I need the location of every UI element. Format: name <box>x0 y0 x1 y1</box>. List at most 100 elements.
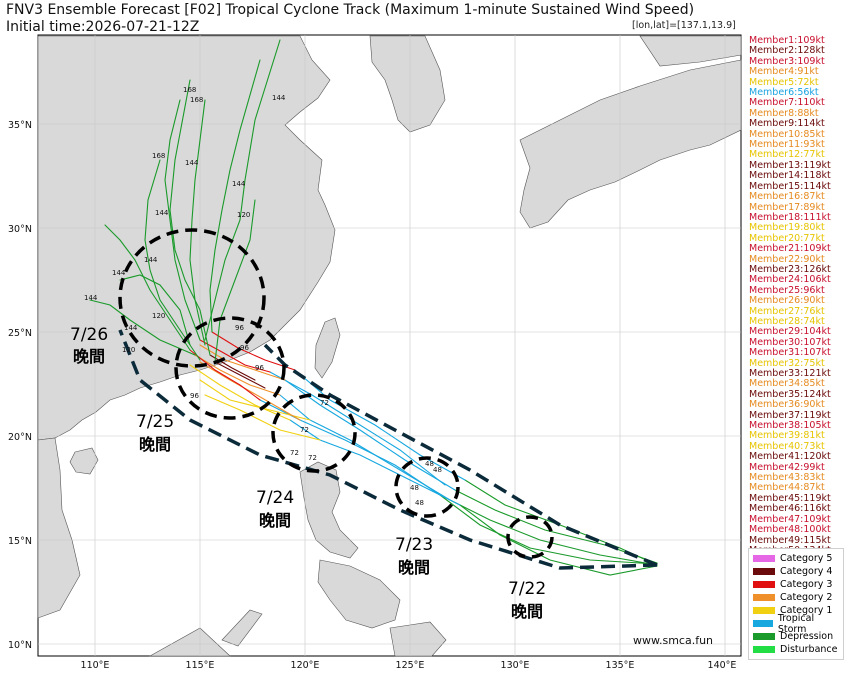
lat-axis: 35°N 30°N 25°N 20°N 15°N 10°N <box>8 120 32 651</box>
wind-label: 72 <box>308 454 317 462</box>
legend-label: Category 3 <box>780 579 833 590</box>
member-entry: Member13:119kt <box>749 159 831 171</box>
circle-7-24 <box>271 393 357 473</box>
lat-tick: 10°N <box>8 640 32 651</box>
wind-label: 144 <box>155 209 169 217</box>
wind-label: 144 <box>272 94 286 102</box>
hainan-island <box>69 447 99 475</box>
wind-speed-labels: 168 168 144 168 144 144 144 144 144 120 … <box>84 86 442 507</box>
taiwan-island <box>314 317 341 379</box>
wind-label: 48 <box>410 484 419 492</box>
member-entry: Member41:120kt <box>749 451 831 463</box>
circle-7-23 <box>394 456 460 518</box>
night-label-7-23: 晚間 <box>398 558 430 577</box>
member-entry: Member30:107kt <box>749 336 831 348</box>
member-entry: Member33:121kt <box>749 368 831 379</box>
member-entry: Member8:88kt <box>749 107 819 119</box>
lon-tick: 130°E <box>501 660 530 671</box>
legend-label: Category 1 <box>780 605 833 616</box>
wind-label: 72 <box>300 426 309 434</box>
lat-tick: 30°N <box>8 224 32 235</box>
legend-item: Tropical Storm <box>753 613 839 635</box>
wind-label: 96 <box>240 344 249 352</box>
night-label-7-22: 晚間 <box>511 602 543 621</box>
wind-label: 144 <box>185 159 199 167</box>
member-entry: Member27:76kt <box>749 305 825 317</box>
member-entry: Member21:109kt <box>749 243 831 255</box>
wind-label: 168 <box>190 96 203 104</box>
member-entry: Member7:110kt <box>749 97 825 109</box>
member-entry: Member49:115kt <box>749 534 831 546</box>
member-entry: Member40:73kt <box>749 440 825 452</box>
legend-swatch <box>753 620 773 627</box>
wind-label: 144 <box>232 180 246 188</box>
wind-label: 96 <box>255 364 264 372</box>
watermark: www.smca.fun <box>633 634 713 647</box>
circle-7-22 <box>506 515 554 559</box>
lon-tick: 125°E <box>396 660 425 671</box>
member-entry: Member28:74kt <box>749 315 825 327</box>
track-map: 168 168 144 168 144 144 144 144 144 120 … <box>8 34 742 671</box>
legend-label: Disturbance <box>780 644 838 655</box>
japan-north <box>639 35 742 67</box>
member-entry: Member38:105kt <box>749 420 831 432</box>
lon-axis: 110°E 115°E 120°E 125°E 130°E 135°E 140°… <box>81 660 737 671</box>
member-entry: Member2:128kt <box>749 45 825 57</box>
member-entry: Member39:81kt <box>749 430 825 442</box>
legend-item: Category 5 <box>753 552 839 565</box>
wind-label: 168 <box>183 86 196 94</box>
lat-tick: 20°N <box>8 432 32 443</box>
wind-label: 96 <box>190 392 199 400</box>
legend-swatch <box>753 633 775 640</box>
lat-tick: 15°N <box>8 536 32 547</box>
wind-label: 144 <box>124 324 138 332</box>
wind-label: 168 <box>152 152 165 160</box>
member-entry: Member32:75kt <box>749 357 825 369</box>
member-entry: Member4:91kt <box>749 66 819 78</box>
date-label-7-25: 7/25 <box>136 412 174 432</box>
legend-label: Category 2 <box>780 592 833 603</box>
wind-label: 48 <box>425 460 434 468</box>
lon-tick: 140°E <box>708 660 737 671</box>
wind-label: 72 <box>320 399 329 407</box>
member-entry: Member22:90kt <box>749 253 825 265</box>
member-entry: Member48:100kt <box>749 524 831 536</box>
member-entry: Member29:104kt <box>749 326 831 338</box>
lat-tick: 25°N <box>8 328 32 339</box>
legend-label: Tropical Storm <box>777 612 815 635</box>
lonlat-readout: [lon,lat]=[137.1,13.9] <box>632 20 736 31</box>
wind-label: 120 <box>237 211 250 219</box>
category3-segment <box>189 331 296 401</box>
lon-tick: 120°E <box>291 660 320 671</box>
member-entry: Member19:80kt <box>749 222 825 234</box>
member-entry: Member43:83kt <box>749 472 825 484</box>
title-line-2: Initial time:2026-07-21-12Z <box>6 19 200 35</box>
member-entry: Member44:87kt <box>749 482 825 494</box>
legend-item: Disturbance <box>753 643 839 656</box>
date-label-7-26: 7/26 <box>70 325 108 345</box>
wind-label: 120 <box>122 346 135 354</box>
member-entry: Member20:77kt <box>749 232 825 244</box>
night-label-7-25: 晚間 <box>139 435 171 454</box>
cone-lower-edge <box>118 329 658 570</box>
legend-swatch <box>753 581 775 588</box>
lon-tick: 110°E <box>81 660 110 671</box>
category-legend: Category 5 Category 4 Category 3 Category 2… <box>748 548 844 660</box>
legend-swatch <box>753 594 775 601</box>
member-entry: Member1:109kt <box>749 35 825 46</box>
wind-label: 120 <box>152 312 165 320</box>
wind-label: 72 <box>290 449 299 457</box>
legend-swatch <box>753 646 775 653</box>
japan-main <box>519 59 742 229</box>
chart-title: FNV3 Ensemble Forecast [F02] Tropical Cy… <box>6 2 694 36</box>
date-label-7-24: 7/24 <box>256 488 294 508</box>
member-entry: Member23:126kt <box>749 263 831 275</box>
member-entry: Member24:106kt <box>749 274 831 286</box>
circle-7-26 <box>118 228 266 368</box>
legend-swatch <box>753 555 775 562</box>
wind-label: 144 <box>112 269 126 277</box>
luzon-island <box>299 461 359 559</box>
category1-segment <box>189 364 321 441</box>
member-entry: Member9:114kt <box>749 118 825 130</box>
member-entry: Member6:56kt <box>749 87 819 99</box>
